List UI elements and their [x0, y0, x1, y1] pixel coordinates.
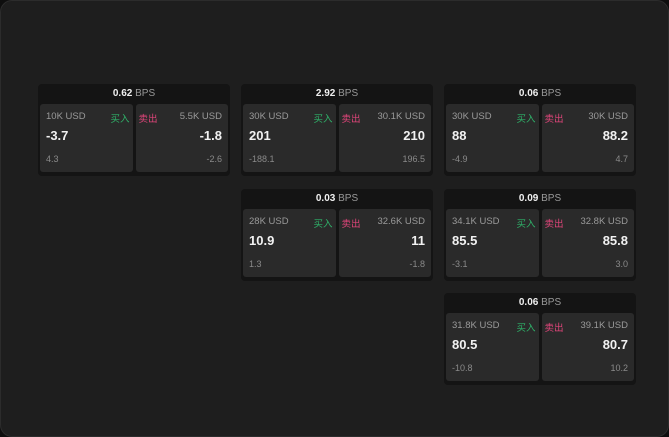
buy-price: 201: [249, 128, 271, 143]
sell-label: 卖出: [138, 114, 158, 125]
sell-size: 5.5K USD: [179, 111, 222, 122]
buy-panel[interactable]: 30K USD 买入 201 -188.1: [243, 104, 336, 172]
sell-change: 4.7: [615, 154, 628, 164]
buy-price: 10.9: [249, 233, 275, 248]
buy-change: 4.3: [46, 154, 59, 164]
spread-value: 0.06: [518, 88, 539, 99]
buy-change: -3.1: [452, 259, 468, 269]
buy-size: 34.1K USD: [452, 216, 500, 227]
buy-change: -4.9: [452, 154, 468, 164]
sell-panel[interactable]: 卖出 30K USD 88.2 4.7: [541, 104, 634, 172]
sell-price: 80.7: [602, 337, 628, 352]
sell-change: -1.8: [409, 259, 425, 269]
buy-label: 买入: [516, 219, 536, 230]
spread-header: 2.92 BPS: [241, 84, 433, 104]
quote-card: 0.06 BPS 30K USD 买入 88 -4.9 卖出 30K USD 8…: [444, 84, 636, 176]
sell-label: 卖出: [544, 323, 564, 334]
sell-panel[interactable]: 卖出 5.5K USD -1.8 -2.6: [135, 104, 228, 172]
spread-value: 0.03: [315, 193, 336, 204]
spread-value: 0.06: [518, 297, 539, 308]
buy-size: 31.8K USD: [452, 320, 500, 331]
spread-unit: BPS: [338, 88, 359, 99]
sell-price: -1.8: [199, 128, 222, 143]
sell-label: 卖出: [341, 114, 361, 125]
buy-price: 85.5: [452, 233, 478, 248]
spread-unit: BPS: [541, 88, 562, 99]
sell-change: -2.6: [206, 154, 222, 164]
buy-change: 1.3: [249, 259, 262, 269]
sell-price: 85.8: [602, 233, 628, 248]
quote-card: 0.62 BPS 10K USD 买入 -3.7 4.3 卖出 5.5K USD…: [38, 84, 230, 176]
spread-unit: BPS: [541, 297, 562, 308]
sell-change: 196.5: [402, 154, 425, 164]
buy-size: 10K USD: [46, 111, 86, 122]
sell-panel[interactable]: 卖出 32.6K USD 11 -1.8: [338, 209, 431, 277]
spread-header: 0.09 BPS: [444, 189, 636, 209]
buy-size: 30K USD: [452, 111, 492, 122]
spread-header: 0.06 BPS: [444, 293, 636, 313]
spread-header: 0.06 BPS: [444, 84, 636, 104]
sell-label: 卖出: [341, 219, 361, 230]
spread-value: 0.62: [112, 88, 133, 99]
sell-price: 11: [411, 233, 425, 248]
sell-size: 32.8K USD: [580, 216, 628, 227]
spread-unit: BPS: [338, 193, 359, 204]
buy-label: 买入: [313, 219, 333, 230]
quote-card: 0.06 BPS 31.8K USD 买入 80.5 -10.8 卖出 39.1…: [444, 293, 636, 385]
sell-label: 卖出: [544, 114, 564, 125]
spread-header: 0.03 BPS: [241, 189, 433, 209]
buy-panel[interactable]: 28K USD 买入 10.9 1.3: [243, 209, 336, 277]
spread-header: 0.62 BPS: [38, 84, 230, 104]
buy-panel[interactable]: 10K USD 买入 -3.7 4.3: [40, 104, 133, 172]
sell-price: 210: [403, 128, 425, 143]
sell-change: 3.0: [615, 259, 628, 269]
quote-card: 2.92 BPS 30K USD 买入 201 -188.1 卖出 30.1K …: [241, 84, 433, 176]
sell-size: 30.1K USD: [377, 111, 425, 122]
buy-price: -3.7: [46, 128, 69, 143]
spread-value: 2.92: [315, 88, 336, 99]
sell-panel[interactable]: 卖出 32.8K USD 85.8 3.0: [541, 209, 634, 277]
quote-card: 0.09 BPS 34.1K USD 买入 85.5 -3.1 卖出 32.8K…: [444, 189, 636, 281]
buy-size: 28K USD: [249, 216, 289, 227]
buy-label: 买入: [516, 323, 536, 334]
sell-price: 88.2: [602, 128, 628, 143]
spread-unit: BPS: [135, 88, 156, 99]
spread-unit: BPS: [541, 193, 562, 204]
quote-card: 0.03 BPS 28K USD 买入 10.9 1.3 卖出 32.6K US…: [241, 189, 433, 281]
buy-price: 80.5: [452, 337, 478, 352]
buy-label: 买入: [313, 114, 333, 125]
buy-size: 30K USD: [249, 111, 289, 122]
sell-size: 30K USD: [588, 111, 628, 122]
spread-value: 0.09: [518, 193, 539, 204]
sell-size: 39.1K USD: [580, 320, 628, 331]
buy-panel[interactable]: 31.8K USD 买入 80.5 -10.8: [446, 313, 539, 381]
buy-label: 买入: [110, 114, 130, 125]
buy-price: 88: [452, 128, 467, 143]
buy-change: -188.1: [249, 154, 275, 164]
buy-change: -10.8: [452, 363, 473, 373]
buy-panel[interactable]: 34.1K USD 买入 85.5 -3.1: [446, 209, 539, 277]
sell-panel[interactable]: 卖出 30.1K USD 210 196.5: [338, 104, 431, 172]
buy-label: 买入: [516, 114, 536, 125]
sell-change: 10.2: [610, 363, 628, 373]
buy-panel[interactable]: 30K USD 买入 88 -4.9: [446, 104, 539, 172]
sell-size: 32.6K USD: [377, 216, 425, 227]
sell-label: 卖出: [544, 219, 564, 230]
sell-panel[interactable]: 卖出 39.1K USD 80.7 10.2: [541, 313, 634, 381]
